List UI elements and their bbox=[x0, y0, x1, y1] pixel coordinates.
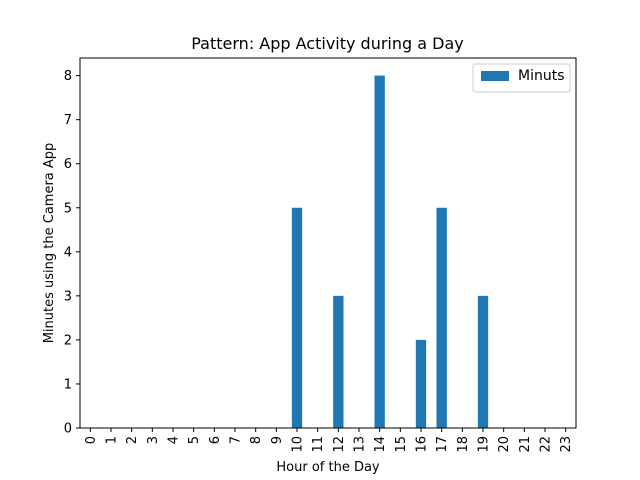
axes-frame bbox=[79, 57, 577, 429]
x-tick-label: 4 bbox=[167, 436, 182, 444]
x-tick-label: 1 bbox=[105, 436, 120, 444]
x-tick-label: 5 bbox=[187, 436, 202, 444]
y-axis-label: Minutes using the Camera App bbox=[42, 143, 57, 344]
legend-label: Minuts bbox=[518, 68, 565, 84]
x-tick-label: 16 bbox=[415, 436, 430, 453]
x-tick-label: 8 bbox=[249, 436, 264, 444]
y-tick-label: 4 bbox=[64, 245, 72, 260]
x-tick-label: 20 bbox=[497, 436, 512, 453]
x-tick-label: 0 bbox=[84, 436, 99, 444]
x-tick-label: 22 bbox=[539, 436, 554, 453]
x-tick-label: 3 bbox=[146, 436, 161, 444]
x-tick-label: 19 bbox=[477, 436, 492, 453]
x-tick-label: 13 bbox=[353, 436, 368, 453]
x-tick-label: 11 bbox=[311, 436, 326, 453]
y-tick-label: 7 bbox=[64, 113, 72, 128]
x-tick-label: 9 bbox=[270, 436, 285, 444]
x-tick-label: 23 bbox=[559, 436, 574, 453]
y-axis-ticks: 0 1 2 3 4 5 6 7 8 bbox=[64, 69, 80, 437]
x-tick-label: 15 bbox=[394, 436, 409, 453]
bar-series bbox=[291, 75, 489, 429]
x-tick-label: 2 bbox=[125, 436, 140, 444]
x-tick-label: 6 bbox=[208, 436, 223, 444]
y-tick-label: 6 bbox=[64, 157, 72, 172]
x-tick-label: 10 bbox=[291, 436, 306, 453]
x-tick-label: 7 bbox=[229, 436, 244, 444]
y-tick-label: 2 bbox=[64, 333, 72, 348]
bar-hour-17 bbox=[436, 207, 447, 428]
x-axis-label: Hour of the Day bbox=[276, 460, 380, 475]
chart-title: Pattern: App Activity during a Day bbox=[191, 34, 464, 53]
x-tick-label: 21 bbox=[518, 436, 533, 453]
y-tick-label: 8 bbox=[64, 69, 72, 84]
bar-hour-16 bbox=[415, 339, 427, 428]
y-tick-label: 0 bbox=[64, 422, 72, 437]
x-tick-label: 17 bbox=[435, 436, 450, 453]
x-tick-label: 12 bbox=[332, 436, 347, 453]
legend: Minuts bbox=[472, 63, 571, 93]
bar-hour-19 bbox=[477, 295, 489, 428]
y-tick-label: 3 bbox=[64, 289, 72, 304]
bar-hour-12 bbox=[333, 295, 344, 428]
x-tick-label: 18 bbox=[456, 436, 471, 453]
legend-swatch bbox=[481, 71, 509, 81]
x-axis-ticks: 0 1 2 3 4 5 6 7 8 9 10 11 12 13 14 15 16 17 18 19 20 21 22 23 bbox=[84, 428, 574, 453]
bar-hour-10 bbox=[291, 207, 303, 428]
y-tick-label: 5 bbox=[64, 201, 72, 216]
x-tick-label: 14 bbox=[373, 436, 388, 453]
bar-hour-14 bbox=[374, 75, 385, 429]
y-tick-label: 1 bbox=[64, 377, 72, 392]
